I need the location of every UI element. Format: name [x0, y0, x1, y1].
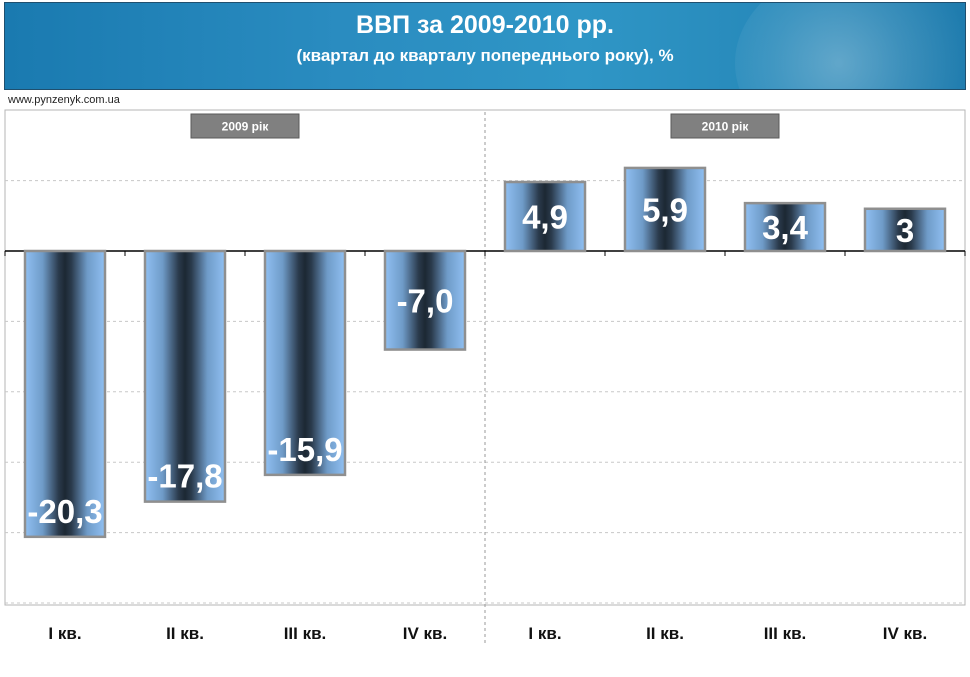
chart-subtitle: (квартал до кварталу попереднього року),…	[296, 46, 674, 65]
data-label: 3	[896, 212, 914, 249]
source-url: www.pynzenyk.com.ua	[8, 94, 120, 106]
category-label: III кв.	[764, 624, 807, 643]
chart-header: ВВП за 2009-2010 рр. (квартал до квартал…	[4, 2, 966, 90]
category-label: II кв.	[646, 624, 684, 643]
bar	[503, 180, 587, 253]
category-label: III кв.	[284, 624, 327, 643]
category-label: IV кв.	[403, 624, 447, 643]
data-label: -20,3	[27, 493, 102, 530]
bar	[743, 201, 827, 253]
category-label: I кв.	[48, 624, 81, 643]
year-badge-label: 2010 рік	[702, 120, 750, 134]
data-label: -7,0	[397, 282, 454, 319]
data-label: 3,4	[762, 209, 809, 246]
category-label: II кв.	[166, 624, 204, 643]
data-label: -15,9	[267, 431, 342, 468]
bar	[863, 207, 947, 253]
data-label: 4,9	[522, 199, 568, 236]
category-label: I кв.	[528, 624, 561, 643]
chart-title: ВВП за 2009-2010 рр.	[356, 11, 614, 39]
year-badge	[670, 113, 780, 139]
bar	[623, 166, 707, 253]
bar	[383, 249, 467, 351]
data-label: 5,9	[642, 191, 688, 228]
category-label: IV кв.	[883, 624, 927, 643]
bar	[23, 249, 107, 539]
bar	[263, 249, 347, 477]
bar	[143, 249, 227, 503]
data-label: -17,8	[147, 458, 222, 495]
header-decoration	[735, 3, 965, 89]
year-badge-label: 2009 рік	[222, 120, 270, 134]
year-badge	[190, 113, 300, 139]
